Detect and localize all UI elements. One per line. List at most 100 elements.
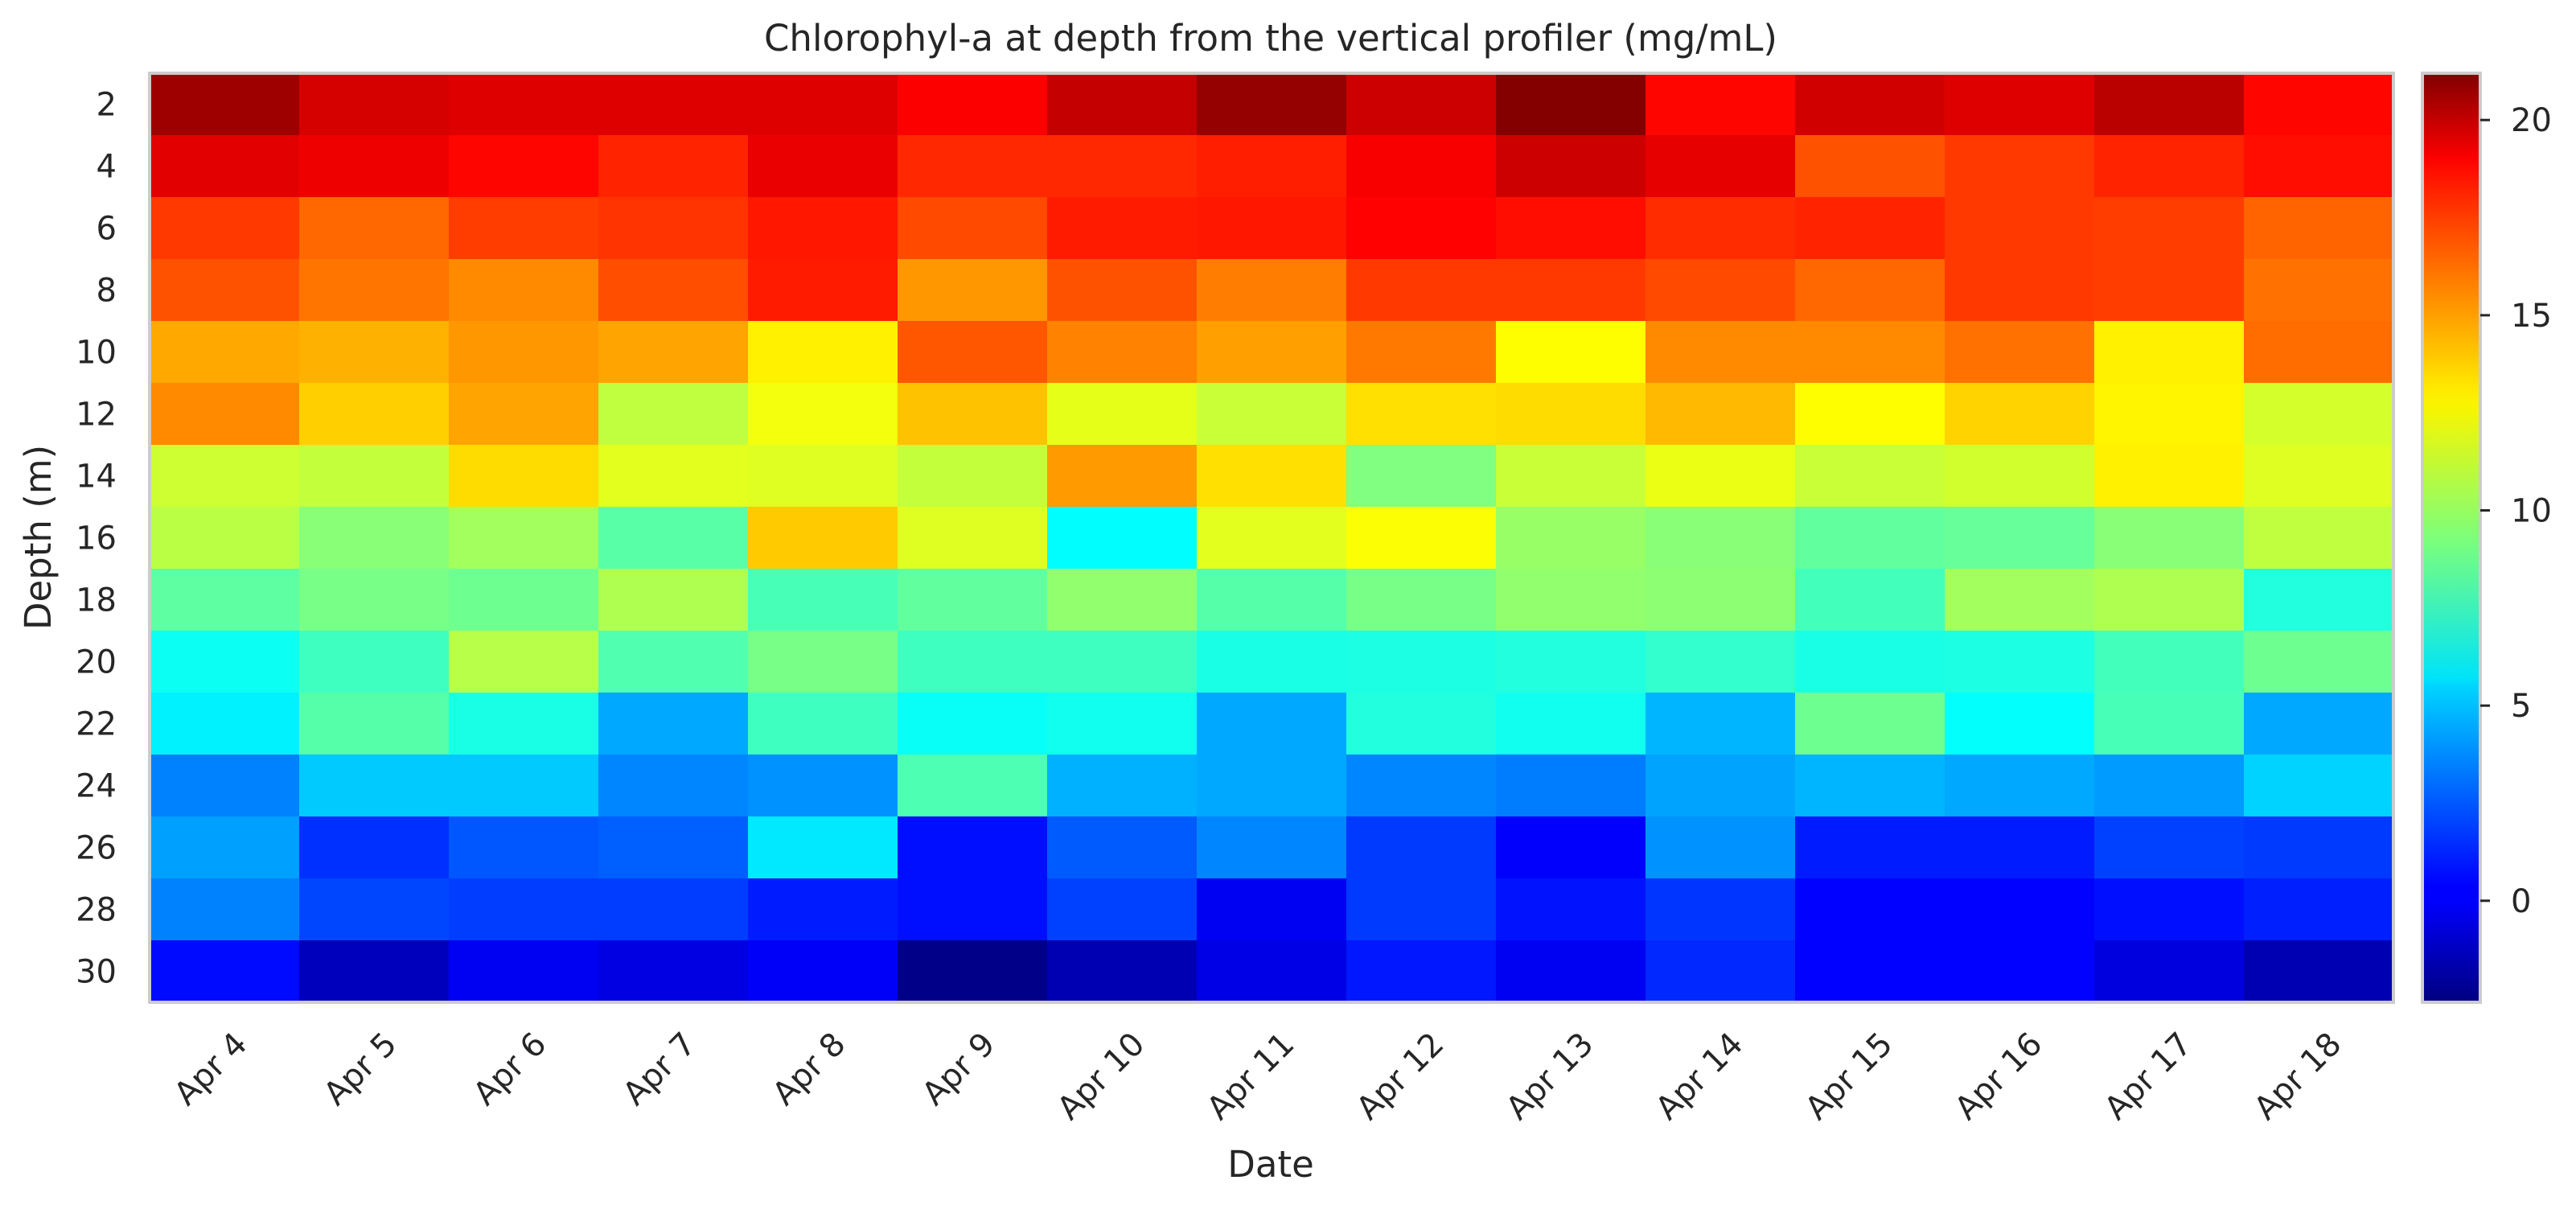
- heatmap-cell: [748, 135, 898, 198]
- heatmap-cell: [748, 507, 898, 570]
- heatmap-cell: [1496, 755, 1646, 817]
- x-tick-label: Apr 16: [1948, 1026, 2049, 1127]
- heatmap-cell: [1346, 259, 1497, 322]
- heatmap-cell: [1496, 135, 1646, 198]
- heatmap-cell: [299, 878, 450, 941]
- heatmap-cell: [1795, 197, 1945, 260]
- heatmap-cell: [598, 507, 749, 570]
- x-tick-label: Apr 13: [1499, 1026, 1600, 1127]
- y-tick-label: 4: [97, 149, 117, 186]
- heatmap-cell: [1795, 569, 1945, 631]
- heatmap-cell: [150, 445, 300, 508]
- heatmap-cell: [1197, 940, 1347, 1003]
- heatmap-cell: [1047, 383, 1198, 446]
- heatmap-cell: [1346, 569, 1497, 631]
- heatmap-cell: [449, 631, 599, 693]
- heatmap-cell: [2244, 383, 2394, 446]
- heatmap-cell: [898, 569, 1048, 631]
- heatmap-cell: [1346, 878, 1497, 941]
- heatmap-cell: [299, 693, 450, 755]
- heatmap-cell: [449, 259, 599, 322]
- heatmap-cell: [449, 197, 599, 260]
- x-tick-label: Apr 11: [1200, 1026, 1301, 1127]
- heatmap-cell: [150, 383, 300, 446]
- heatmap-cell: [1346, 940, 1497, 1003]
- heatmap-cell: [1047, 507, 1198, 570]
- heatmap-cell: [1047, 693, 1198, 755]
- heatmap-cell: [1795, 507, 1945, 570]
- heatmap-cell: [2094, 631, 2245, 693]
- heatmap-cell: [150, 135, 300, 198]
- heatmap-cell: [1795, 135, 1945, 198]
- heatmap-cell: [1346, 693, 1497, 755]
- heatmap-cell: [1047, 259, 1198, 322]
- heatmap-cell: [150, 73, 300, 136]
- heatmap-cell: [748, 259, 898, 322]
- heatmap-cell: [1945, 569, 2095, 631]
- heatmap-cell: [1945, 693, 2095, 755]
- heatmap-cell: [1496, 816, 1646, 879]
- heatmap-cell: [150, 569, 300, 631]
- heatmap-cell: [748, 631, 898, 693]
- x-tick-label: Apr 15: [1798, 1026, 1900, 1127]
- heatmap-cell: [898, 73, 1048, 136]
- heatmap-cell: [898, 383, 1048, 446]
- heatmap-cell: [1047, 569, 1198, 631]
- heatmap-cell: [1945, 321, 2095, 384]
- y-tick-label: 2: [97, 87, 117, 124]
- y-tick-label: 8: [97, 273, 117, 310]
- heatmap-cell: [1945, 940, 2095, 1003]
- heatmap-cell: [748, 197, 898, 260]
- heatmap-cell: [1945, 445, 2095, 508]
- heatmap-cell: [1496, 383, 1646, 446]
- y-tick-label: 20: [76, 644, 117, 681]
- heatmap-cell: [1645, 507, 1796, 570]
- heatmap-cell: [1346, 507, 1497, 570]
- heatmap-cell: [2244, 755, 2394, 817]
- heatmap-cell: [1945, 73, 2095, 136]
- heatmap-cell: [1945, 259, 2095, 322]
- heatmap-cell: [1346, 321, 1497, 384]
- heatmap-cell: [1047, 878, 1198, 941]
- y-tick-label: 24: [76, 768, 117, 805]
- heatmap-cell: [1645, 755, 1796, 817]
- y-axis-label: Depth (m): [17, 445, 60, 630]
- heatmap-cell: [299, 259, 450, 322]
- heatmap-cell: [299, 569, 450, 631]
- heatmap-cell: [1047, 445, 1198, 508]
- y-tick-label: 14: [76, 459, 117, 496]
- heatmap-cell: [1945, 816, 2095, 879]
- heatmap-cell: [598, 878, 749, 941]
- x-tick-label: Apr 10: [1050, 1026, 1152, 1127]
- heatmap-cell: [1197, 445, 1347, 508]
- heatmap-cell: [748, 878, 898, 941]
- heatmap-cell: [598, 755, 749, 817]
- heatmap-cell: [299, 135, 450, 198]
- heatmap-cell: [2244, 507, 2394, 570]
- colorbar-tick-label: 0: [2511, 883, 2531, 920]
- heatmap-cell: [1496, 878, 1646, 941]
- heatmap-cell: [1645, 569, 1796, 631]
- heatmap-cell: [2094, 197, 2245, 260]
- heatmap-cell: [1197, 755, 1347, 817]
- x-tick-label: Apr 18: [2247, 1026, 2348, 1127]
- heatmap-cell: [1795, 940, 1945, 1003]
- x-tick-label: Apr 17: [2097, 1026, 2199, 1127]
- heatmap-cell: [1197, 631, 1347, 693]
- heatmap-cell: [2094, 383, 2245, 446]
- heatmap-cell: [1496, 693, 1646, 755]
- heatmap-cell: [1197, 569, 1347, 631]
- heatmap-cell: [898, 755, 1048, 817]
- heatmap-cell: [898, 631, 1048, 693]
- y-tick-label: 26: [76, 830, 117, 867]
- heatmap-cell: [449, 507, 599, 570]
- y-tick-label: 22: [76, 706, 117, 743]
- heatmap-cell: [1645, 693, 1796, 755]
- x-tick-label: Apr 5: [317, 1026, 404, 1112]
- heatmap-cell: [1047, 755, 1198, 817]
- heatmap-cell: [1645, 816, 1796, 879]
- heatmap-cell: [1795, 878, 1945, 941]
- heatmap-cell: [1645, 940, 1796, 1003]
- heatmap-cell: [1346, 197, 1497, 260]
